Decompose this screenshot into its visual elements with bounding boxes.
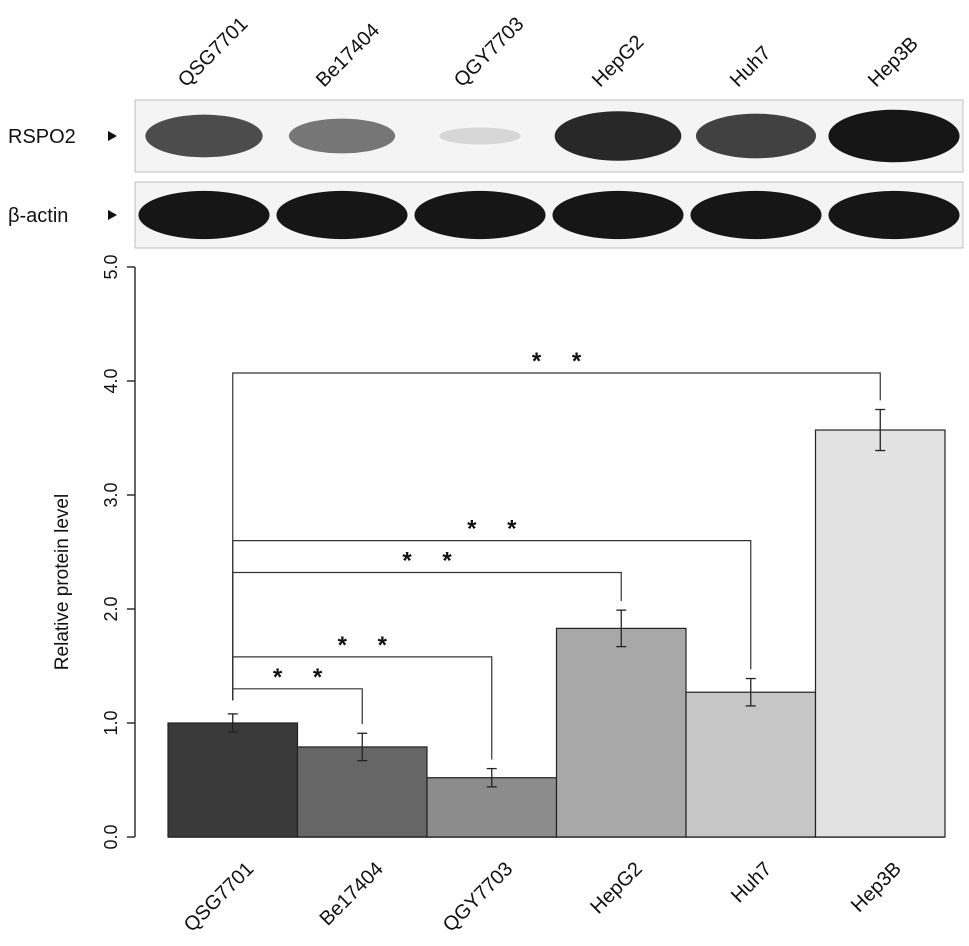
significance-label: * *	[467, 516, 528, 543]
blot-band	[414, 190, 546, 240]
blot-band	[439, 127, 521, 145]
bar	[167, 722, 299, 838]
significance-label: * *	[338, 632, 399, 659]
x-tick-label: HepG2	[586, 858, 646, 918]
blot-lane-label: HepG2	[588, 31, 648, 91]
blot-band	[276, 190, 408, 240]
significance-bracket	[232, 688, 363, 725]
significance-label: * *	[532, 348, 593, 375]
bar	[685, 691, 817, 838]
significance-bracket	[232, 372, 881, 701]
blot-band	[145, 114, 263, 158]
y-tick-label: 0.0	[101, 824, 121, 849]
blot-band	[828, 109, 960, 163]
bar	[296, 746, 428, 838]
y-tick-label: 3.0	[101, 482, 121, 507]
x-tick-label: Huh7	[727, 858, 776, 907]
y-tick-label: 1.0	[101, 710, 121, 735]
bar	[814, 429, 946, 838]
x-tick-label: QGY7703	[439, 858, 517, 936]
blot-lane-label: QGY7703	[450, 13, 528, 91]
y-tick-label: 2.0	[101, 596, 121, 621]
blot-row-label: RSPO2	[8, 126, 76, 148]
blot-band	[552, 190, 684, 240]
blot-row-label: β-actin	[8, 205, 68, 227]
blot-panel	[134, 99, 964, 173]
arrow-right-icon	[108, 131, 117, 141]
blot-band	[828, 190, 960, 240]
bar	[555, 627, 687, 838]
blot-lane-label: QSG7701	[174, 13, 252, 91]
blot-panel	[134, 181, 964, 249]
y-tick-label: 5.0	[101, 254, 121, 279]
blot-band	[695, 113, 817, 159]
blot-band	[138, 190, 270, 240]
significance-label: * *	[273, 664, 334, 691]
blot-lane-label: Be17404	[312, 19, 384, 91]
blot-band	[554, 111, 682, 161]
x-tick-label: Be17404	[316, 858, 388, 930]
significance-label: * *	[402, 548, 463, 575]
bar-chart: 0.0 1.0 2.0 3.0 4.0 5.0 Relative protein level…	[52, 254, 946, 936]
y-axis-label: Relative protein level	[52, 494, 73, 670]
blot-band	[288, 118, 396, 154]
blot-lane-label: Huh7	[726, 42, 775, 91]
blot-band	[690, 190, 822, 240]
x-tick-label: Hep3B	[847, 858, 906, 917]
x-tick-label: QSG7701	[180, 858, 258, 936]
y-tick-label: 4.0	[101, 368, 121, 393]
blot-lane-label: Hep3B	[864, 33, 923, 92]
arrow-right-icon	[108, 210, 117, 220]
western-blot: QSG7701 Be17404 QGY7703 HepG2 Huh7 Hep3B RSPO2…	[8, 13, 964, 249]
